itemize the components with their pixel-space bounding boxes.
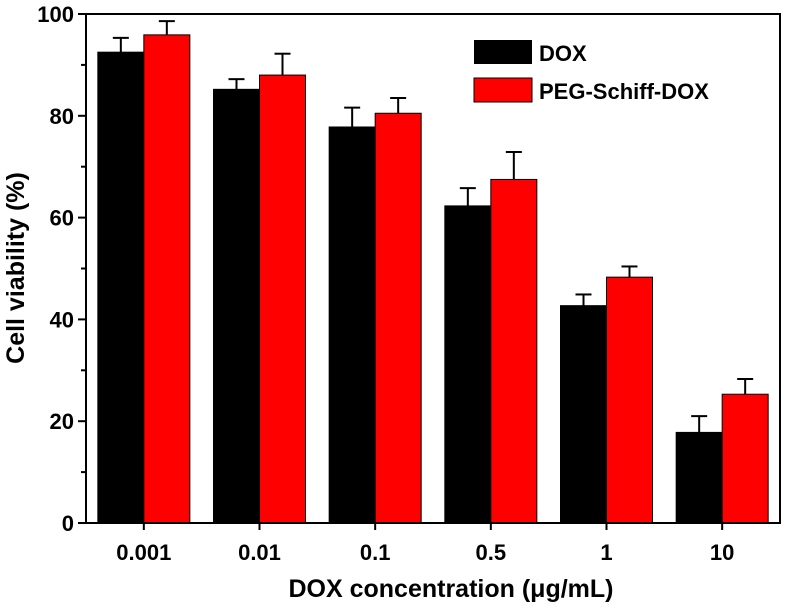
x-tick-label-0.1: 0.1: [360, 540, 391, 565]
legend-label-peg-schiff-dox: PEG-Schiff-DOX: [539, 79, 709, 104]
bar-peg-schiff-dox-0.001: [143, 34, 191, 524]
x-tick-label-0.001: 0.001: [116, 540, 171, 565]
legend-swatch-peg-schiff-dox: [473, 77, 533, 103]
y-tick-label-0: 0: [62, 511, 74, 536]
x-tick-label-0.01: 0.01: [238, 540, 281, 565]
bar-dox-1: [560, 305, 607, 524]
y-tick-label-20: 20: [50, 409, 74, 434]
x-axis-title: DOX concentration (μg/mL): [288, 575, 613, 603]
bar-peg-schiff-dox-1: [606, 276, 653, 524]
legend: DOX PEG-Schiff-DOX: [473, 40, 709, 104]
x-tick-label-0.5: 0.5: [476, 540, 507, 565]
legend-label-dox: DOX: [539, 41, 587, 66]
bar-dox-0.01: [213, 88, 260, 524]
bar-peg-schiff-dox-0.01: [259, 74, 306, 524]
error-bars-layer: [112, 20, 754, 433]
bar-peg-schiff-dox-0.5: [490, 178, 538, 524]
y-tick-label-100: 100: [37, 2, 74, 27]
bar-peg-schiff-dox-10: [721, 393, 769, 524]
y-tick-label-40: 40: [50, 307, 74, 332]
y-tick-label-80: 80: [50, 104, 74, 129]
bar-dox-0.001: [97, 51, 145, 524]
y-tick-label-60: 60: [50, 206, 74, 231]
bar-dox-0.5: [444, 205, 492, 524]
legend-swatch-dox: [474, 40, 532, 64]
bar-dox-10: [675, 431, 723, 524]
x-tick-label-10: 10: [710, 540, 734, 565]
bar-dox-0.1: [328, 126, 376, 524]
bars-layer: [97, 34, 769, 524]
bar-peg-schiff-dox-0.1: [374, 112, 422, 524]
y-axis-title: Cell viability (%): [2, 172, 30, 364]
x-tick-label-1: 1: [600, 540, 612, 565]
